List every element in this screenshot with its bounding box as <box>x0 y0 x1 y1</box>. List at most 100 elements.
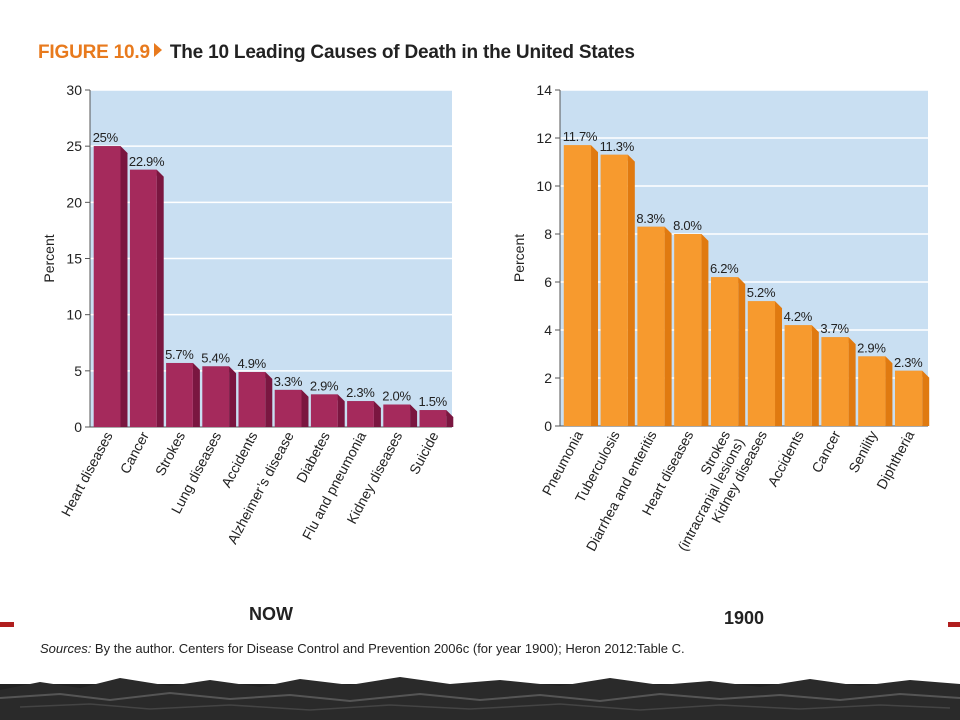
y-tick-label: 20 <box>66 194 82 210</box>
bar-group <box>310 394 345 427</box>
category-label: Cancer <box>117 429 152 477</box>
bar-side <box>627 154 635 427</box>
data-label: 2.3% <box>346 385 375 400</box>
bar <box>202 366 230 427</box>
bar <box>166 362 193 427</box>
y-tick-label: 15 <box>66 251 82 267</box>
bar <box>747 301 776 426</box>
chart-now-svg: 0 5 10 15 20 25 30 Percent 25% Heart diseases 22.9… <box>41 82 454 624</box>
red-rule-left <box>0 622 14 627</box>
bar-group <box>747 301 783 426</box>
figure-title-text: The 10 Leading Causes of Death in the Un… <box>169 42 635 63</box>
category-label: Suicide <box>406 429 442 477</box>
bar-side <box>229 366 237 427</box>
bar <box>563 145 592 426</box>
data-label: 4.9% <box>238 356 267 371</box>
bar-side <box>922 370 930 426</box>
y-tick-label: 5 <box>74 363 82 379</box>
category-label: Alzheimer’s disease <box>224 429 297 547</box>
data-label: 22.9% <box>129 154 165 169</box>
chart-title: 1900 <box>724 608 764 628</box>
bar <box>784 325 812 426</box>
bar-side <box>156 169 164 428</box>
bar-side <box>701 234 709 426</box>
data-label: 8.0% <box>673 218 702 233</box>
bar-group <box>419 410 454 427</box>
y-tick-label: 14 <box>536 82 552 98</box>
bar <box>858 356 886 426</box>
y-tick-label: 4 <box>544 322 552 338</box>
bar-side <box>775 301 783 426</box>
bar <box>238 371 266 427</box>
data-label: 25% <box>93 130 119 145</box>
chart-1900-svg: 02468101214Percent11.7%Pneumonia11.3%Tub… <box>511 82 930 628</box>
bar <box>93 146 121 427</box>
data-label: 11.3% <box>600 139 635 154</box>
data-label: 8.3% <box>636 211 665 226</box>
bar-group <box>347 401 381 427</box>
y-tick-label: 8 <box>544 226 552 242</box>
bar-group <box>600 154 635 427</box>
data-label: 1.5% <box>419 394 448 409</box>
y-tick-label: 2 <box>544 370 552 386</box>
chart-now: 0 5 10 15 20 25 30 Percent 25% Heart diseases 22.9… <box>30 82 460 642</box>
data-label: 3.3% <box>274 374 303 389</box>
bar-side <box>848 337 856 426</box>
bar-side <box>885 356 893 426</box>
category-label: Senility <box>845 428 880 475</box>
data-label: 6.2% <box>710 261 739 276</box>
bar-side <box>664 226 672 426</box>
category-label: Heart diseases <box>58 429 116 519</box>
bar <box>637 226 665 426</box>
bar <box>674 234 702 426</box>
bar-group <box>821 337 856 426</box>
y-tick-label: 30 <box>66 82 82 98</box>
bar-group <box>202 366 237 427</box>
bar <box>894 370 923 426</box>
bar <box>383 404 411 427</box>
bar-group <box>166 362 200 427</box>
bar-group <box>784 325 819 426</box>
bar-group <box>894 370 930 426</box>
bar-group <box>563 145 599 426</box>
bar <box>310 394 338 427</box>
category-label: Accidents <box>764 428 807 489</box>
bar-group <box>858 356 893 426</box>
data-label: 2.9% <box>857 340 886 355</box>
data-label: 5.7% <box>165 347 194 362</box>
bar-side <box>738 277 746 426</box>
bar-group <box>710 277 746 426</box>
bar-side <box>811 325 819 426</box>
sources-note: Sources: By the author. Centers for Dise… <box>40 641 940 656</box>
y-axis-title: Percent <box>41 234 57 282</box>
data-label: 2.9% <box>310 378 339 393</box>
category-label: Strokes <box>152 429 188 478</box>
data-label: 4.2% <box>784 309 813 324</box>
sources-text: By the author. Centers for Disease Contr… <box>91 641 685 656</box>
data-label: 11.7% <box>563 129 598 144</box>
bar-side <box>337 394 345 427</box>
data-label: 2.3% <box>894 355 923 370</box>
y-tick-label: 6 <box>544 274 552 290</box>
bar <box>710 277 739 426</box>
bar-side <box>591 145 599 426</box>
chart-title: NOW <box>249 604 293 624</box>
bar-group <box>274 389 309 427</box>
bar <box>129 169 157 428</box>
bar-group <box>674 234 709 426</box>
data-label: 3.7% <box>820 321 849 336</box>
bar-side <box>120 146 128 427</box>
bar-side <box>265 371 273 427</box>
category-label: Cancer <box>808 428 843 476</box>
bar-group <box>383 404 418 427</box>
bar-side <box>301 389 309 427</box>
y-tick-label: 10 <box>536 178 552 194</box>
sources-lead: Sources: <box>40 641 92 656</box>
chart-1900: 0 2 4 6 8 10 12 14 Percent 11.7% Pneumonia 11.3% Tub… <box>508 82 938 642</box>
category-label: Diabetes <box>293 429 333 485</box>
figure-label: FIGURE 10.9 <box>38 42 150 63</box>
bar <box>347 401 374 427</box>
y-tick-label: 10 <box>66 307 82 323</box>
y-tick-label: 0 <box>544 418 552 434</box>
bar-side <box>192 362 200 427</box>
